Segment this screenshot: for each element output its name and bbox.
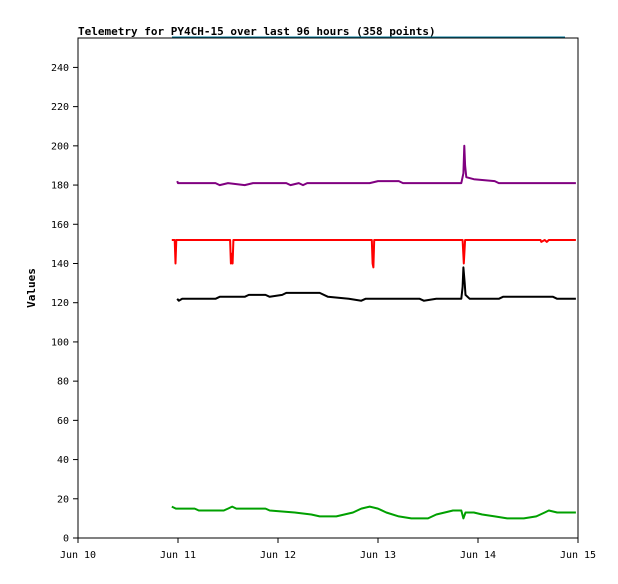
y-tick-label: 220 [51, 102, 69, 113]
x-tick-label: Jun 14 [460, 550, 496, 561]
y-tick-label: 0 [63, 534, 69, 545]
x-tick-label: Jun 10 [60, 550, 96, 561]
y-tick-label: 200 [51, 141, 69, 152]
series-line-2 [171, 239, 576, 269]
x-axis: Jun 10 Jun 11 Jun 12 Jun 13 Jun 14 Jun 15 [60, 538, 596, 561]
y-tick-label: 60 [57, 416, 69, 427]
y-tick-label: 20 [57, 494, 69, 505]
y-tick-label: 120 [51, 298, 69, 309]
y-tick-label: 160 [51, 220, 69, 231]
plot-frame [77, 37, 579, 539]
y-axis: 0 20 40 60 80 100 120 140 160 180 200 220 240 [51, 63, 78, 545]
series-line-4 [171, 505, 576, 520]
chart-title: Telemetry for PY4CH-15 over last 96 hour… [78, 25, 436, 38]
series-line-3 [176, 266, 576, 302]
series-group [171, 144, 576, 520]
x-tick-label: Jun 12 [260, 550, 296, 561]
x-tick-label: Jun 11 [160, 550, 196, 561]
x-tick-label: Jun 13 [360, 550, 396, 561]
x-tick-label: Jun 15 [560, 550, 596, 561]
y-tick-label: 240 [51, 63, 69, 74]
y-tick-label: 100 [51, 337, 69, 348]
y-tick-label: 40 [57, 455, 69, 466]
y-tick-label: 80 [57, 377, 69, 388]
y-axis-label: Values [25, 268, 38, 308]
y-tick-label: 140 [51, 259, 69, 270]
series-line-1 [176, 144, 576, 187]
y-tick-label: 180 [51, 181, 69, 192]
